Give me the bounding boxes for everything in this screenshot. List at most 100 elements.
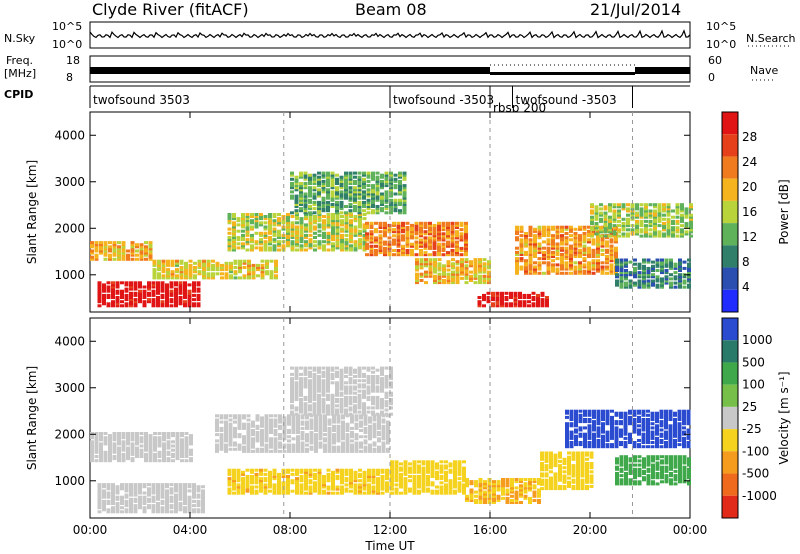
data-cell	[299, 406, 303, 410]
data-cell	[600, 244, 605, 248]
data-cell	[689, 226, 693, 230]
data-cell	[309, 437, 314, 441]
data-cell	[139, 450, 144, 454]
data-cell	[326, 410, 330, 414]
data-cell	[142, 491, 147, 495]
data-cell	[366, 200, 371, 204]
data-cell	[651, 260, 655, 264]
data-cell	[430, 460, 435, 464]
data-cell	[111, 281, 115, 285]
data-cell	[157, 272, 161, 276]
data-cell	[528, 232, 533, 235]
data-cell	[648, 219, 653, 223]
data-cell	[362, 477, 367, 481]
data-cell	[564, 250, 569, 254]
data-cell	[609, 271, 614, 275]
data-cell	[126, 450, 130, 454]
data-cell	[513, 304, 518, 308]
data-cell	[120, 495, 124, 499]
data-cell	[487, 496, 492, 500]
data-cell	[374, 228, 378, 232]
data-cell	[309, 439, 314, 443]
data-cell	[295, 240, 299, 244]
data-cell	[313, 468, 317, 472]
data-cell	[326, 171, 330, 175]
data-cell	[317, 408, 321, 412]
data-cell	[451, 276, 455, 280]
data-cell	[309, 441, 314, 445]
data-cell	[446, 279, 451, 282]
data-cell	[308, 177, 312, 181]
data-cell	[129, 285, 133, 289]
data-cell	[474, 490, 478, 494]
data-cell	[594, 211, 599, 215]
data-cell	[290, 194, 294, 198]
data-cell	[296, 414, 300, 418]
data-cell	[375, 179, 380, 183]
data-cell	[528, 265, 533, 269]
data-cell	[274, 261, 278, 265]
data-cell	[371, 395, 375, 399]
data-cell	[304, 225, 308, 229]
data-cell	[483, 480, 487, 484]
data-cell	[383, 221, 387, 225]
data-cell	[555, 263, 560, 267]
data-cell	[377, 416, 381, 420]
data-cell	[184, 459, 189, 463]
data-cell	[474, 482, 478, 486]
data-cell	[380, 370, 384, 374]
data-cell	[437, 266, 442, 270]
data-cell	[227, 246, 232, 250]
colorbar-label: Power [dB]	[777, 179, 791, 244]
data-cell	[241, 481, 245, 485]
data-cell	[344, 487, 349, 491]
data-cell	[295, 468, 299, 472]
data-cell	[330, 184, 335, 188]
data-cell	[354, 422, 359, 426]
data-cell	[184, 268, 188, 272]
data-cell	[432, 238, 437, 242]
data-cell	[605, 267, 609, 271]
data-cell	[170, 272, 175, 276]
data-cell	[206, 276, 211, 280]
data-cell	[133, 281, 138, 285]
data-cell	[219, 433, 224, 437]
data-cell	[277, 219, 281, 223]
data-cell	[309, 447, 314, 451]
data-cell	[415, 266, 419, 270]
data-cell	[349, 244, 353, 248]
data-cell	[384, 184, 389, 188]
data-cell	[633, 258, 637, 262]
data-cell	[366, 385, 371, 389]
data-cell	[317, 209, 321, 213]
data-cell	[179, 268, 184, 272]
data-cell	[102, 504, 106, 508]
data-cell	[318, 422, 323, 426]
data-cell	[294, 370, 299, 374]
data-cell	[371, 412, 375, 416]
data-cell	[340, 475, 344, 478]
data-cell	[528, 248, 533, 252]
data-cell	[349, 485, 353, 489]
data-cell	[357, 370, 362, 374]
data-cell	[314, 443, 318, 447]
data-cell	[612, 209, 617, 213]
data-cell	[419, 258, 424, 262]
data-cell	[183, 285, 187, 289]
data-cell	[398, 190, 402, 194]
data-cell	[272, 233, 277, 237]
data-cell	[178, 489, 183, 493]
data-cell	[147, 491, 151, 495]
data-cell	[662, 203, 666, 207]
data-cell	[335, 485, 340, 489]
data-cell	[366, 184, 371, 188]
data-cell	[215, 424, 219, 428]
data-cell	[224, 449, 228, 453]
data-cell	[274, 263, 278, 267]
data-cell	[453, 464, 457, 468]
data-cell	[294, 375, 299, 378]
data-cell	[389, 205, 393, 208]
data-cell	[390, 483, 394, 487]
data-cell	[460, 268, 464, 272]
data-cell	[644, 226, 648, 230]
